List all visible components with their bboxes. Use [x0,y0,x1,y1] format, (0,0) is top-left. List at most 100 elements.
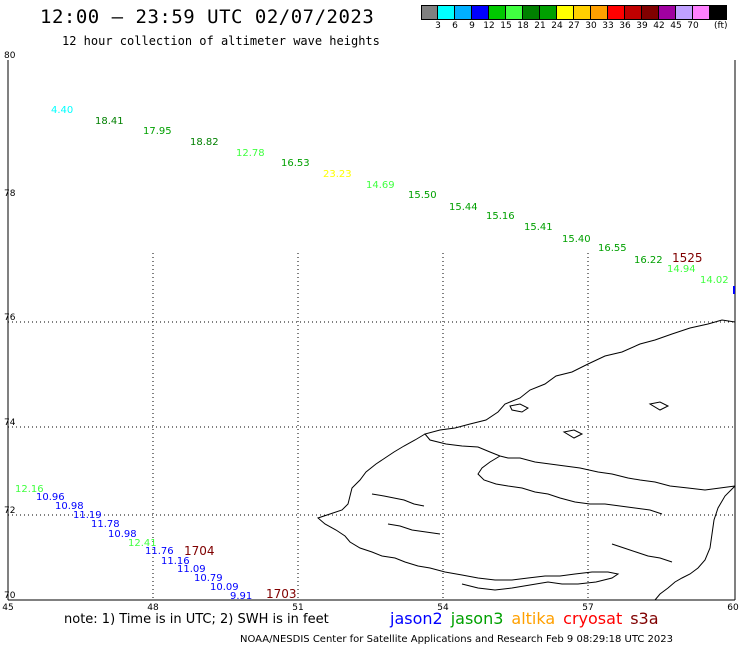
coastline-north-island [424,319,736,491]
satellite-name: jason3 [450,609,504,628]
wave-height-label: 11.76 [145,546,174,557]
legend-swatch [676,5,693,20]
legend-swatch [710,5,727,20]
lon-label: 51 [292,603,303,613]
axis-labels: 80 78 76 74 72 70 45 48 51 54 57 60 [2,51,739,613]
satellite-name: cryosat [563,609,623,628]
wave-height-label: 10.98 [55,501,84,512]
wave-height-label: 15.16 [486,211,515,222]
legend-swatch [642,5,659,20]
wave-height-label: 12.16 [15,484,44,495]
lon-label: 48 [147,603,159,613]
legend-tick-label: 36 [619,21,631,31]
legend-tick-label: 42 [653,21,665,31]
wave-height-label: 16.22 [634,255,663,266]
legend-tick-label: 6 [452,21,458,31]
wave-height-label: 10.98 [108,529,137,540]
legend-swatch [693,5,710,20]
wave-height-label: 9.91 [230,591,252,602]
coastline-inlet-2 [387,523,441,535]
legend-tick-label: 15 [500,21,512,31]
legend-swatch [523,5,540,20]
legend-swatch [591,5,608,20]
coastline-island-3 [562,429,584,439]
legend-tick-label: 24 [551,21,563,31]
lon-label: 54 [437,603,449,613]
coastline [317,319,736,601]
legend-swatch [659,5,676,20]
wave-height-label: 16.55 [598,243,627,254]
legend-tick-label: 3 [435,21,441,31]
color-legend [421,5,727,20]
legend-tick-label: 18 [517,21,529,31]
lat-label: 78 [4,189,16,199]
satellite-name: s3a [630,609,659,628]
legend-swatch [608,5,625,20]
legend-tick-label: 21 [534,21,546,31]
legend-unit: (ft) [714,21,728,31]
edge-track-mark [733,286,735,294]
coastline-west-shore [317,433,620,591]
lat-label: 74 [4,418,16,428]
satellite-name: altika [511,609,556,628]
legend-swatch [625,5,642,20]
legend-tick-label: 45 [670,21,682,31]
legend-swatch [472,5,489,20]
legend-tick-label: 33 [602,21,614,31]
coastline-island-4 [648,401,670,411]
wave-height-label: 15.44 [449,202,478,213]
coastline-island-2 [509,403,529,413]
measurement-labels: 4.40 18.41 17.95 18.82 12.78 16.53 23.23 14.69 1… [15,105,729,602]
legend-tick-label: 9 [469,21,475,31]
legend-tick-label: 12 [483,21,495,31]
wave-height-label: 14.69 [366,180,395,191]
legend-tick-label: 39 [636,21,648,31]
wave-height-label: 11.78 [91,519,120,530]
satellite-legend: jason2 jason3 altika cryosat s3a [390,609,667,628]
pass-time-label: 1704 [184,544,215,558]
wave-height-label: 12.41 [128,538,157,549]
legend-swatch [506,5,523,20]
wave-height-label: 15.41 [524,222,553,233]
legend-tick-label: 30 [585,21,597,31]
units-note: note: 1) Time is in UTC; 2) SWH is in fe… [64,612,329,627]
wave-height-label: 14.94 [667,264,696,275]
lat-label: 80 [4,51,16,61]
wave-height-label: 11.19 [73,510,102,521]
coastline-inlet-1 [371,493,425,507]
wave-height-label: 17.95 [143,126,172,137]
wave-height-label: 18.41 [95,116,124,127]
wave-height-label: 10.79 [194,573,223,584]
wave-height-label: 15.50 [408,190,437,201]
legend-swatch [421,5,438,20]
legend-tick-label: 70 [687,21,699,31]
legend-tick-label: 27 [568,21,580,31]
pass-time-label: 1525 [672,251,703,265]
wave-height-label: 18.82 [190,137,219,148]
lon-label: 57 [582,603,593,613]
wave-height-label: 15.40 [562,234,591,245]
wave-height-label: 10.09 [210,582,239,593]
wave-height-label: 10.96 [36,492,65,503]
footer-credit: NOAA/NESDIS Center for Satellite Applica… [240,634,673,645]
legend-swatch [438,5,455,20]
legend-swatch [540,5,557,20]
wave-height-label: 14.02 [700,275,729,286]
wave-height-label: 12.78 [236,148,265,159]
map-subtitle: 12 hour collection of altimeter wave hei… [62,34,380,48]
lat-label: 70 [4,591,16,601]
pass-time-label: 1703 [266,587,297,601]
coastline-strait [477,455,663,515]
wave-height-label: 23.23 [323,169,352,180]
coastline-island-1 [611,543,673,563]
wave-height-label: 16.53 [281,158,310,169]
wave-height-label: 11.16 [161,556,190,567]
map-title: 12:00 – 23:59 UTC 02/07/2023 [40,6,375,28]
legend-swatch [489,5,506,20]
wave-height-label: 4.40 [51,105,73,116]
satellite-name: jason2 [390,609,443,628]
graticule [8,253,735,600]
legend-swatch [455,5,472,20]
coastline-east-shore [654,485,736,601]
